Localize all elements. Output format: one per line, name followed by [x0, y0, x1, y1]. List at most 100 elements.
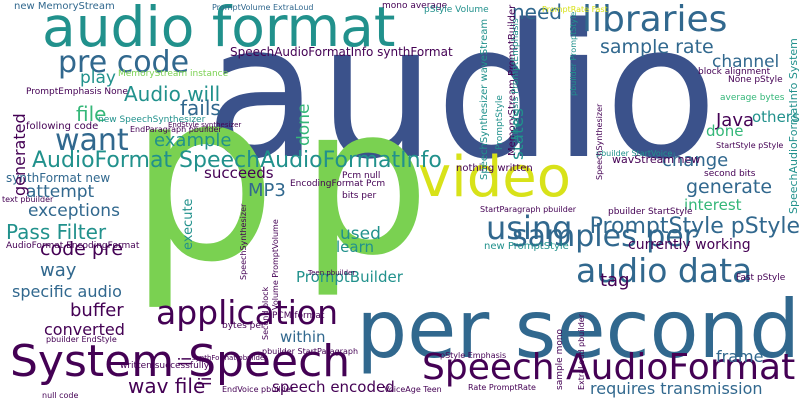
- word-audio-data: audio data: [576, 251, 753, 290]
- word-pbuilder-startstyle: pbuilder StartStyle: [608, 207, 693, 217]
- word-audioformat-encodingformat: AudioFormat EncodingFormat: [6, 241, 140, 251]
- word-want: want: [55, 123, 129, 158]
- word-fast-pstyle: Fast pStyle: [736, 273, 786, 283]
- word-within: within: [280, 328, 326, 346]
- word-endparagraph-pbuilder: EndParagraph pbuilder: [130, 125, 222, 134]
- word-speechsynthesizer: EndStyle synthesizer: [168, 121, 242, 129]
- word-audio-will: Audio will: [124, 82, 221, 106]
- word-speech-audioformat: Speech AudioFormat: [422, 347, 796, 388]
- word-tag: tag: [600, 270, 630, 291]
- word-learn: learn: [336, 238, 374, 256]
- word-sample-mono: sample mono: [555, 328, 565, 390]
- word-second-bits: second bits: [704, 169, 756, 179]
- word-startstyle-pstyle: StartStyle pStyle: [716, 141, 784, 150]
- word-promptrate-fast: SpeechSynthesizer: [239, 203, 248, 280]
- word-written-successfully: written successfully: [120, 361, 210, 371]
- word-buffer: buffer: [70, 300, 124, 321]
- word-null-code: null code: [42, 391, 79, 400]
- word-generate: generate: [686, 176, 773, 198]
- word-li-2: li: [196, 376, 216, 386]
- word-mp3: MP3: [248, 180, 286, 201]
- word-audio: audio: [205, 0, 718, 200]
- word-pbuilder-endstyle: pbuilder EndStyle: [46, 335, 117, 344]
- word-requires-transmission: requires transmission: [590, 379, 763, 398]
- word-speechaudioformatinfo-system: SpeechAudioFormatInfo System: [787, 38, 800, 214]
- word-generated: generated: [10, 113, 29, 196]
- word-example: example: [154, 130, 232, 151]
- word-converted: converted: [44, 320, 125, 339]
- word-rate-promptrate: Rate PromptRate: [468, 383, 536, 392]
- word-pass-filter: Pass Filter: [6, 220, 107, 244]
- word-new-speechsynthesizer: new SpeechSynthesizer: [98, 115, 206, 125]
- word-speechaudioformatinfo-synthformat: SpeechAudioFormatInfo synthFormat: [230, 45, 453, 59]
- word-bits-per: bits per: [342, 191, 377, 201]
- word-file: file: [76, 102, 107, 126]
- word-application: application: [156, 293, 339, 332]
- word-audio-format: audio format: [42, 0, 396, 59]
- word-new-promptstyle: new PromptStyle: [484, 241, 569, 252]
- word-others: done: [706, 122, 744, 140]
- word-code-pre: code pre: [40, 238, 124, 260]
- word-change: change: [662, 150, 729, 171]
- word-new-memorystream: new MemoryStream: [14, 1, 115, 12]
- word-pre-code: pre code: [58, 45, 190, 80]
- word-pcm-format: PCM format: [272, 311, 325, 321]
- word-promptstyle-pstyle: PromptStyle pStyle: [589, 214, 800, 239]
- word-promptemphasis-none: PromptEmphasis None: [26, 87, 128, 97]
- word-nothing-written: nothing written: [456, 163, 533, 174]
- word-speechsynthesizer-wavestream: SpeechSynthesizer waveStream: [479, 18, 490, 180]
- word-emphasis-promptemphasis: Emphasis PromptEmphasis: [511, 18, 521, 140]
- word-extraloud-pbuilder: PromptRate Fast: [542, 5, 608, 14]
- word-pstyle-volume: pStyle Volume: [424, 5, 489, 15]
- word-synthformat-pbuilder: synthFormat pbuilder: [192, 354, 268, 362]
- word-frame: frame: [716, 347, 764, 366]
- word-succeeds: succeeds: [204, 164, 274, 182]
- word-need: need: [512, 0, 562, 24]
- word-promptbuilder: PromptBuilder: [296, 268, 403, 286]
- word-volume-promptvolume: Volume PromptVolume: [271, 219, 280, 310]
- word-execute: execute: [181, 198, 196, 250]
- word-per-second: per second: [356, 283, 800, 376]
- word-mono-average: mono average: [382, 1, 448, 11]
- word-endvoice-pbuilder: EndVoice pbuilder: [222, 385, 294, 394]
- word-promptvolume-extraloud: PromptVolume ExtraLoud: [212, 3, 314, 12]
- word-channel: channel: [712, 52, 780, 72]
- word-pbuilder-startparagraph: pbuilder StartParagraph: [262, 347, 359, 356]
- word-video: video: [418, 145, 571, 210]
- word-c: fails: [180, 96, 221, 120]
- word-fails: others: [752, 108, 800, 126]
- word-using: using: [486, 209, 573, 247]
- word-pbuilder-startvoice: SpeechSynthesizer: [595, 103, 604, 180]
- word-startparagraph-pbuilder: StartParagraph pbuilder: [480, 205, 577, 214]
- word-interest: interest: [684, 196, 742, 214]
- word-used: used: [340, 224, 381, 244]
- word-pstyle-emphasis: pStyle Emphasis: [440, 351, 507, 360]
- word-pbuilder-promptstyle: pbuilder PromptStyle: [569, 11, 578, 96]
- word-encodingformat-pcm: EncodingFormat Pcm: [290, 179, 386, 189]
- word-promptstyle: PromptStyle: [495, 95, 505, 150]
- word-following-code: following code: [26, 121, 99, 132]
- word-none-pstyle: None pStyle: [728, 75, 783, 85]
- word-system-speech: System Speech: [10, 336, 351, 387]
- word-wav-file: wav file: [128, 374, 206, 398]
- word-endstyle-synthesizer: pbuilder StartVoice: [596, 149, 673, 158]
- word-java: Java: [716, 110, 755, 131]
- word-second-block: Second block: [261, 286, 270, 340]
- word-way: way: [40, 260, 77, 281]
- word-attempt: attempt: [26, 182, 95, 202]
- word-teen-pbuilder: Teen pbuilder: [308, 269, 356, 277]
- word-block-alignment: block alignment: [698, 67, 771, 77]
- word-synthformat-new: synthFormat new: [6, 171, 111, 185]
- word-sample-rate: sample rate: [600, 36, 714, 58]
- word-currently-working: currently working: [628, 237, 751, 253]
- word-li-1: li: [176, 356, 196, 366]
- word-samples-per: samples per: [512, 219, 697, 254]
- word-voiceage-teen: VoiceAge Teen: [384, 385, 442, 394]
- word-audioformat-speechaudioformatinfo: AudioFormat SpeechAudioFormatInfo: [32, 148, 442, 173]
- word-p-2: p: [300, 63, 431, 301]
- word-pbuilder-endparagraph: ExtraLoud pbuilder: [577, 314, 586, 390]
- word-specific-audio: specific audio: [12, 282, 122, 301]
- word-exceptions: exceptions: [28, 201, 120, 221]
- word-speech-encoded: speech encoded: [272, 378, 395, 396]
